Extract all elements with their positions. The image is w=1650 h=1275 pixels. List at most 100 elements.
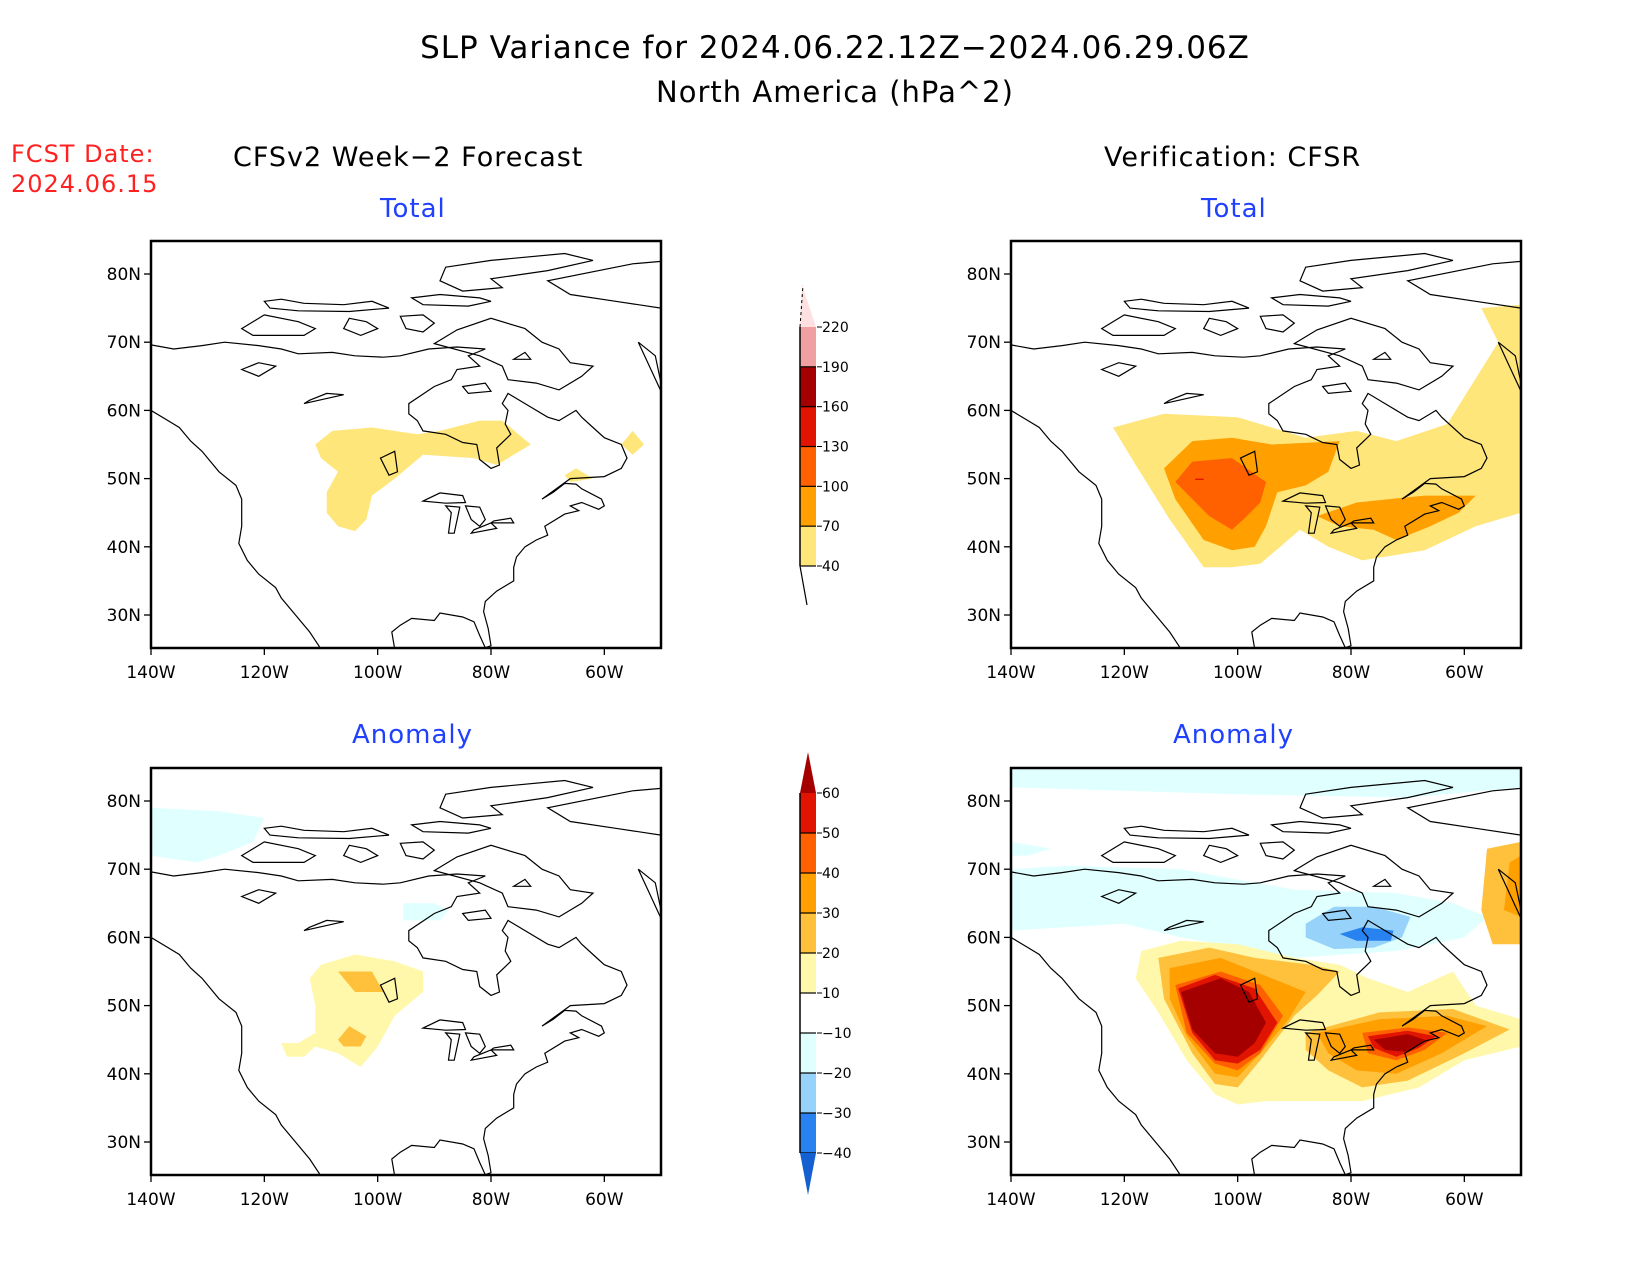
colorbar-swatch bbox=[800, 486, 816, 527]
lake-outline bbox=[1239, 977, 1259, 1003]
colorbar-swatch bbox=[800, 1113, 816, 1153]
shaded-region bbox=[1011, 841, 1051, 856]
lake-outline bbox=[469, 522, 498, 535]
arctic-island bbox=[1292, 317, 1455, 391]
y-tick-label: 50N bbox=[107, 470, 141, 490]
arctic-island bbox=[461, 909, 493, 922]
y-tick-label: 50N bbox=[107, 997, 141, 1017]
colorbar-swatch bbox=[800, 327, 816, 367]
map-panel-forecast-total: 140W 120W 100W 80W 60W 30N 40N 50N 60N 70N 80N bbox=[107, 239, 663, 683]
arctic-island bbox=[1269, 820, 1352, 834]
shaded-region bbox=[1011, 865, 1487, 958]
colorbar-swatch bbox=[800, 873, 816, 913]
arctic-island bbox=[1406, 787, 1521, 836]
lake-outline bbox=[489, 1044, 515, 1051]
colorbar-swatch bbox=[800, 406, 816, 447]
arctic-island bbox=[1100, 314, 1177, 336]
lake-outline bbox=[1239, 450, 1259, 476]
panel-frame bbox=[1009, 239, 1523, 650]
arctic-island bbox=[1406, 260, 1521, 309]
x-tick-label: 100W bbox=[353, 1190, 402, 1210]
lake-outline bbox=[1280, 1019, 1327, 1031]
lake-outline bbox=[303, 919, 344, 932]
colorbar-label: 130 bbox=[822, 440, 849, 456]
arctic-island bbox=[1123, 298, 1250, 313]
coastline-east bbox=[151, 868, 628, 1175]
y-tick-label: 70N bbox=[967, 860, 1001, 880]
arctic-island bbox=[1299, 252, 1454, 292]
arctic-island bbox=[1269, 293, 1352, 307]
colorbar-swatch bbox=[800, 1033, 816, 1073]
y-tick-label: 80N bbox=[967, 265, 1001, 285]
x-tick-label: 80W bbox=[1332, 1190, 1371, 1210]
shaded-region bbox=[151, 807, 265, 863]
arctic-island bbox=[1371, 351, 1392, 360]
panel-title-forecast-anomaly: Anomaly bbox=[352, 720, 474, 750]
arctic-island bbox=[1202, 844, 1240, 864]
y-tick-label: 40N bbox=[107, 538, 141, 558]
colorbar-total: 40 70 100 130 160 190 220 bbox=[799, 284, 849, 606]
map-panel-verification-total: 140W 120W 100W 80W 60W 30N 40N 50N 60N 70N 80N bbox=[967, 239, 1523, 683]
y-tick-label: 30N bbox=[107, 1133, 141, 1153]
x-tick-label: 120W bbox=[240, 663, 289, 683]
fcst-date-label: FCST Date: bbox=[11, 140, 155, 168]
colorbar-label: 30 bbox=[822, 906, 840, 922]
colorbar-label: 190 bbox=[822, 360, 849, 376]
column-title-forecast: CFSv2 Week−2 Forecast bbox=[233, 142, 584, 173]
coastline-west bbox=[1011, 936, 1181, 1175]
arctic-island bbox=[409, 820, 492, 834]
lake-outline bbox=[1280, 492, 1327, 504]
arctic-island bbox=[1321, 382, 1353, 395]
lake-outline bbox=[240, 362, 278, 377]
lake-outline bbox=[1100, 889, 1138, 904]
lake-outline bbox=[379, 977, 399, 1003]
arctic-island bbox=[637, 868, 661, 920]
shaded-region bbox=[1181, 978, 1266, 1057]
map-panel-forecast-anomaly: 140W 120W 100W 80W 60W 30N 40N 50N 60N 70N 80N bbox=[107, 766, 663, 1210]
arctic-island bbox=[511, 351, 532, 360]
colorbar-label: 10 bbox=[822, 986, 840, 1002]
lake-outline bbox=[240, 889, 278, 904]
y-tick-label: 70N bbox=[107, 333, 141, 353]
lake-outline bbox=[1304, 1032, 1321, 1061]
shaded-region bbox=[1373, 1034, 1425, 1052]
colorbar-bottom-triangle bbox=[799, 565, 808, 606]
lake-outline bbox=[379, 450, 399, 476]
shaded-region bbox=[621, 430, 644, 455]
coastline-east bbox=[1011, 868, 1488, 1175]
arctic-island bbox=[1202, 317, 1240, 337]
colorbar-swatch bbox=[800, 993, 816, 1033]
map-content bbox=[151, 779, 661, 1175]
lake-outline bbox=[1163, 919, 1204, 932]
arctic-island bbox=[263, 298, 390, 313]
arctic-island bbox=[546, 260, 661, 309]
x-tick-label: 60W bbox=[1445, 1190, 1484, 1210]
lake-outline bbox=[1100, 362, 1138, 377]
y-tick-label: 70N bbox=[107, 860, 141, 880]
panel-frame bbox=[149, 239, 663, 650]
lake-outline bbox=[444, 1032, 461, 1061]
x-tick-label: 80W bbox=[472, 1190, 511, 1210]
colorbar-swatch bbox=[800, 446, 816, 487]
y-tick-label: 60N bbox=[967, 401, 1001, 421]
arctic-island bbox=[409, 293, 492, 307]
colorbar-label: −30 bbox=[822, 1106, 852, 1122]
x-tick-label: 100W bbox=[1213, 663, 1262, 683]
arctic-island bbox=[637, 341, 661, 393]
shaded-region bbox=[403, 903, 449, 921]
y-tick-label: 60N bbox=[107, 401, 141, 421]
y-tick-label: 40N bbox=[967, 538, 1001, 558]
colorbar-swatch bbox=[800, 526, 816, 566]
coastline-west bbox=[1011, 409, 1181, 648]
y-tick-label: 80N bbox=[107, 265, 141, 285]
panel-frame bbox=[1009, 766, 1523, 1177]
lake-outline bbox=[1304, 505, 1321, 534]
arctic-island bbox=[461, 382, 493, 395]
arctic-island bbox=[511, 878, 532, 887]
x-tick-label: 60W bbox=[1445, 663, 1484, 683]
arctic-island bbox=[1292, 844, 1455, 918]
x-tick-label: 80W bbox=[472, 663, 511, 683]
arctic-island bbox=[1497, 341, 1521, 393]
colorbar-top-triangle bbox=[800, 285, 816, 327]
